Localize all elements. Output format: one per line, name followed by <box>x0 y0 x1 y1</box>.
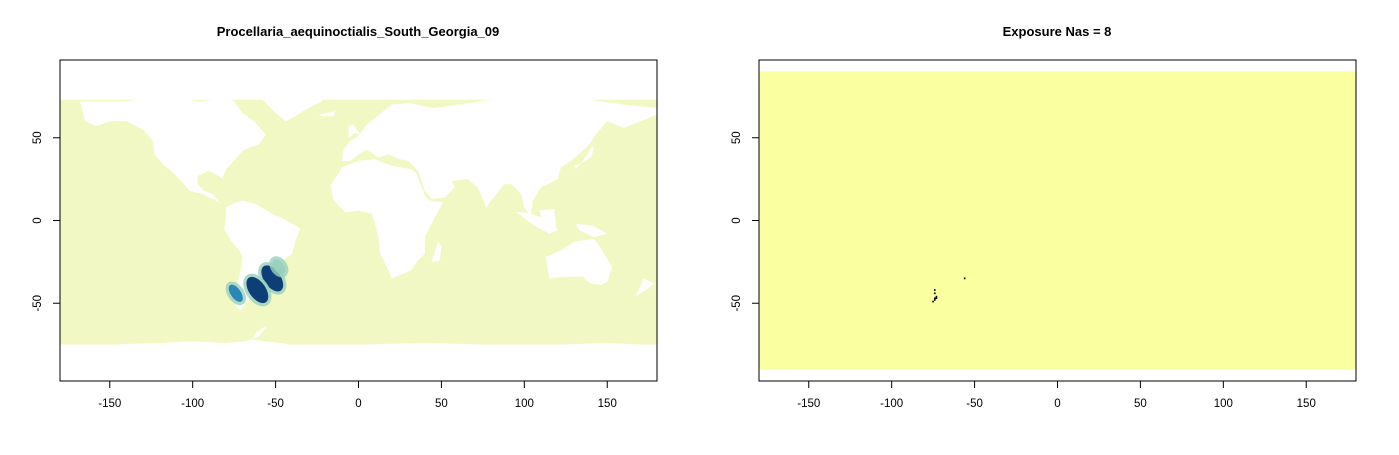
exposure-fill <box>759 71 1356 370</box>
x-tick-label: 150 <box>1297 398 1316 410</box>
panel-species-map: Procellaria_aequinoctialis_South_Georgia… <box>32 24 658 410</box>
x-tick-label: 100 <box>1214 398 1233 410</box>
na-cells <box>932 277 966 303</box>
plot-area-1 <box>60 83 657 381</box>
na-cell <box>963 277 966 280</box>
x-tick-label: 0 <box>355 398 361 410</box>
y-axis-1: -50 0 50 <box>32 131 61 312</box>
na-cell <box>933 292 936 295</box>
land-australia <box>545 238 613 286</box>
x-tick-label: -50 <box>966 398 983 410</box>
hotspot <box>225 281 246 306</box>
land-uk <box>348 124 361 138</box>
y-tick-label: -50 <box>731 295 743 312</box>
chart-title-2: Exposure Nas = 8 <box>1003 24 1112 39</box>
y-tick-label: 0 <box>32 217 44 223</box>
x-tick-label: 0 <box>1054 398 1060 410</box>
x-tick-label: 50 <box>1134 398 1147 410</box>
land-africa <box>330 159 444 279</box>
y-tick-label: 50 <box>731 131 743 144</box>
land-masses <box>60 83 657 381</box>
x-tick-label: -100 <box>880 398 903 410</box>
x-tick-label: -150 <box>98 398 121 410</box>
land-indonesia <box>516 212 558 234</box>
land-antarctica <box>60 326 657 381</box>
land-borneo <box>539 208 556 226</box>
na-cell <box>933 297 936 300</box>
land-japan <box>574 146 594 170</box>
na-cell <box>932 300 934 303</box>
hotspot <box>243 273 272 307</box>
na-cell <box>935 297 938 300</box>
hotspot <box>269 256 289 278</box>
x-tick-label: 100 <box>515 398 534 410</box>
y-axis-2: -50 0 50 <box>731 131 760 312</box>
land-new-zealand <box>635 278 654 297</box>
land-arctic-islands <box>159 88 259 100</box>
chart-title-1: Procellaria_aequinoctialis_South_Georgia… <box>217 24 500 39</box>
land-eurasia <box>341 93 657 218</box>
x-tick-label: -150 <box>797 398 820 410</box>
hotspots <box>225 256 289 307</box>
land-new-guinea <box>575 223 608 238</box>
na-cell <box>935 295 938 298</box>
na-cell <box>933 289 936 291</box>
x-tick-label: -100 <box>181 398 204 410</box>
x-axis-2: -150 -100 -50 0 50 100 150 <box>797 380 1316 410</box>
land-madagascar <box>431 242 442 262</box>
plot-area-2 <box>759 71 1356 370</box>
x-tick-label: 150 <box>598 398 617 410</box>
land-north-america <box>79 96 266 208</box>
x-tick-label: -50 <box>267 398 284 410</box>
y-tick-label: 0 <box>731 217 743 223</box>
panel-exposure-map: Exposure Nas = 8 -150 -100 -50 0 50 100 150 -5… <box>731 24 1357 410</box>
land-iceland <box>318 111 336 117</box>
land-greenland <box>237 83 326 122</box>
x-axis-1: -150 -100 -50 0 50 100 150 <box>98 380 617 410</box>
y-tick-label: 50 <box>32 131 44 144</box>
x-tick-label: 50 <box>435 398 448 410</box>
y-tick-label: -50 <box>32 295 44 312</box>
na-cell <box>933 299 936 301</box>
